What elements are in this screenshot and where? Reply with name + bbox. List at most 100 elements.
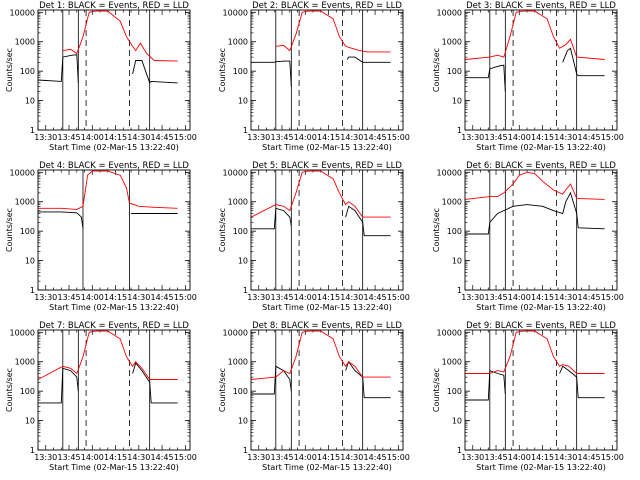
detector-panel-2: Det 2: BLACK = Events, RED = LLD Counts/s… xyxy=(218,1,410,152)
plot-area xyxy=(251,330,391,450)
panel-title: Det 7: BLACK = Events, RED = LLD xyxy=(39,321,189,331)
x-tick-label: 14:15 xyxy=(104,293,127,302)
events-series-line xyxy=(465,369,506,401)
panel-title: Det 1: BLACK = Events, RED = LLD xyxy=(39,1,189,11)
x-tick-label: 14:15 xyxy=(317,453,340,462)
x-axis-label: Start Time (02-Mar-15 13:22:40) xyxy=(49,463,179,472)
axes-frame xyxy=(464,9,618,131)
x-tick-label: 14:15 xyxy=(317,133,340,142)
x-tick-label: 15:00 xyxy=(601,133,624,142)
y-tick-label: 1000 xyxy=(15,358,35,367)
detector-panel-8: Det 8: BLACK = Events, RED = LLD Counts/s… xyxy=(218,321,410,472)
y-tick-label: 10000 xyxy=(223,8,248,17)
x-tick-label: 14:30 xyxy=(554,453,577,462)
detector-panel-1: Det 1: BLACK = Events, RED = LLD Counts/s… xyxy=(5,1,197,152)
events-series-line xyxy=(38,54,79,83)
panel-title: Det 2: BLACK = Events, RED = LLD xyxy=(252,1,402,11)
y-tick-label: 1000 xyxy=(15,38,35,47)
plot-area xyxy=(251,10,391,130)
x-tick-label: 13:45 xyxy=(57,453,80,462)
y-tick-label: 1000 xyxy=(15,198,35,207)
x-tick-label: 14:15 xyxy=(104,133,127,142)
x-tick-label: 13:45 xyxy=(270,453,293,462)
y-tick-label: 1 xyxy=(457,126,462,135)
x-tick-label: 13:45 xyxy=(270,133,293,142)
events-series-line xyxy=(465,64,506,92)
x-tick-label: 15:00 xyxy=(174,133,197,142)
x-tick-label: 14:00 xyxy=(294,293,317,302)
x-tick-label: 15:00 xyxy=(387,133,410,142)
x-tick-label: 14:00 xyxy=(294,133,317,142)
x-tick-label: 14:45 xyxy=(578,453,601,462)
x-tick-label: 14:45 xyxy=(151,293,174,302)
plot-area xyxy=(38,330,178,450)
lld-series-line xyxy=(38,330,178,380)
y-tick-label: 10000 xyxy=(10,168,35,177)
y-tick-label: 1 xyxy=(243,286,248,295)
x-axis-label: Start Time (02-Mar-15 13:22:40) xyxy=(476,463,606,472)
plot-area xyxy=(465,10,605,130)
x-tick-label: 15:00 xyxy=(601,293,624,302)
detector-panel-6: Det 6: BLACK = Events, RED = LLD Counts/s… xyxy=(432,161,624,312)
axes-frame xyxy=(37,9,191,131)
y-tick-label: 10 xyxy=(452,417,462,426)
y-axis-label: Counts/sec xyxy=(218,48,227,92)
y-axis-label: Counts/sec xyxy=(5,48,14,92)
lld-series-line xyxy=(275,10,391,53)
x-tick-label: 14:30 xyxy=(340,453,363,462)
events-series-line xyxy=(132,60,178,84)
axes-frame xyxy=(37,329,191,451)
detector-panel-3: Det 3: BLACK = Events, RED = LLD Counts/s… xyxy=(432,1,624,152)
y-axis-label: Counts/sec xyxy=(218,208,227,252)
y-tick-label: 10 xyxy=(452,97,462,106)
x-tick-label: 15:00 xyxy=(174,293,197,302)
x-tick-label: 15:00 xyxy=(387,293,410,302)
panel-title: Det 8: BLACK = Events, RED = LLD xyxy=(252,321,402,331)
y-tick-label: 10000 xyxy=(437,8,462,17)
events-series-line xyxy=(251,207,292,230)
x-tick-label: 13:30 xyxy=(34,453,57,462)
panel-title: Det 9: BLACK = Events, RED = LLD xyxy=(466,321,616,331)
x-tick-label: 14:15 xyxy=(531,453,554,462)
y-tick-label: 10000 xyxy=(10,8,35,17)
x-tick-label: 14:45 xyxy=(151,133,174,142)
y-tick-label: 1 xyxy=(243,446,248,455)
y-tick-label: 1 xyxy=(457,446,462,455)
x-axis-label: Start Time (02-Mar-15 13:22:40) xyxy=(262,143,392,152)
y-tick-label: 10 xyxy=(238,257,248,266)
y-tick-label: 10000 xyxy=(437,168,462,177)
x-axis-label: Start Time (02-Mar-15 13:22:40) xyxy=(262,303,392,312)
lld-series-line xyxy=(62,10,178,62)
events-series-line xyxy=(132,362,178,404)
events-series-line xyxy=(345,360,391,399)
y-axis-label: Counts/sec xyxy=(218,368,227,412)
y-tick-label: 10000 xyxy=(437,328,462,337)
x-tick-label: 14:00 xyxy=(508,293,531,302)
x-tick-label: 14:30 xyxy=(554,293,577,302)
events-series-line xyxy=(38,211,84,229)
x-axis-label: Start Time (02-Mar-15 13:22:40) xyxy=(49,303,179,312)
events-series-line xyxy=(38,367,79,404)
x-axis-label: Start Time (02-Mar-15 13:22:40) xyxy=(476,143,606,152)
x-tick-label: 14:45 xyxy=(364,453,387,462)
y-axis-label: Counts/sec xyxy=(5,208,14,252)
x-tick-label: 14:00 xyxy=(81,453,104,462)
x-tick-label: 14:45 xyxy=(151,453,174,462)
x-tick-label: 13:45 xyxy=(57,293,80,302)
y-tick-label: 10 xyxy=(25,417,35,426)
y-tick-label: 1 xyxy=(30,286,35,295)
panel-title: Det 6: BLACK = Events, RED = LLD xyxy=(466,161,616,171)
x-tick-label: 13:30 xyxy=(34,133,57,142)
y-tick-label: 1000 xyxy=(442,358,462,367)
x-tick-label: 13:30 xyxy=(247,293,270,302)
y-tick-label: 10 xyxy=(238,97,248,106)
x-tick-label: 13:30 xyxy=(34,293,57,302)
x-tick-label: 14:15 xyxy=(531,133,554,142)
y-tick-label: 100 xyxy=(233,67,248,76)
y-tick-label: 100 xyxy=(447,227,462,236)
axes-frame xyxy=(250,9,404,131)
y-axis-label: Counts/sec xyxy=(432,208,441,252)
x-tick-label: 14:30 xyxy=(340,293,363,302)
events-series-line xyxy=(251,60,292,87)
y-tick-label: 10000 xyxy=(223,328,248,337)
